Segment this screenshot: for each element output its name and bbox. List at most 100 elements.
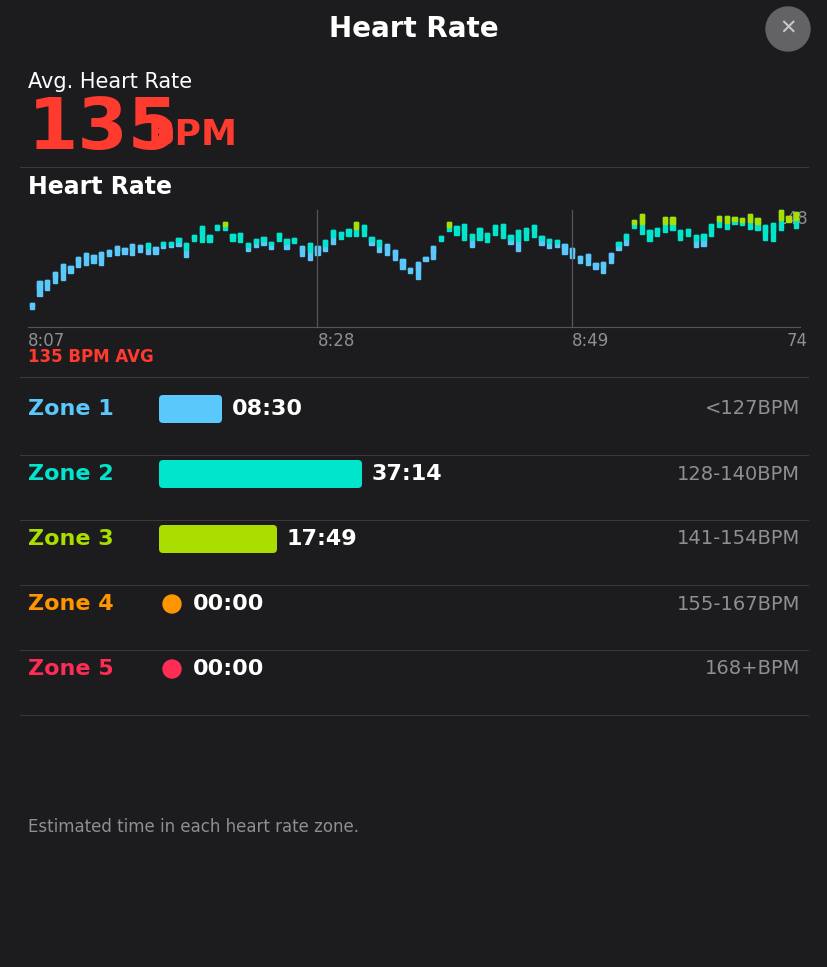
- Bar: [153, 248, 157, 250]
- Text: 168+BPM: 168+BPM: [704, 659, 799, 679]
- Bar: [122, 249, 127, 251]
- Bar: [222, 222, 227, 230]
- Bar: [308, 243, 312, 251]
- Bar: [477, 228, 481, 240]
- Bar: [554, 240, 558, 244]
- Bar: [577, 255, 581, 263]
- Bar: [446, 222, 451, 231]
- Bar: [716, 216, 720, 227]
- Bar: [76, 257, 80, 262]
- Bar: [515, 230, 519, 250]
- Bar: [385, 244, 389, 255]
- Bar: [708, 224, 713, 230]
- Bar: [685, 228, 690, 232]
- Bar: [431, 247, 435, 252]
- Text: ✕: ✕: [778, 19, 796, 39]
- Bar: [593, 263, 597, 269]
- Bar: [638, 214, 643, 234]
- Bar: [523, 228, 528, 234]
- Bar: [600, 262, 605, 273]
- Bar: [739, 219, 743, 221]
- Bar: [731, 218, 735, 224]
- Bar: [485, 233, 489, 242]
- Bar: [160, 242, 165, 248]
- Bar: [207, 235, 211, 242]
- Bar: [624, 234, 628, 245]
- Bar: [600, 262, 605, 268]
- Bar: [477, 228, 481, 234]
- Bar: [415, 262, 419, 278]
- Bar: [693, 235, 697, 241]
- Text: 128-140BPM: 128-140BPM: [676, 464, 799, 484]
- Bar: [37, 281, 41, 296]
- Bar: [593, 263, 597, 266]
- Bar: [199, 226, 203, 242]
- Bar: [269, 242, 273, 246]
- Bar: [92, 255, 96, 263]
- Bar: [114, 246, 119, 250]
- Bar: [137, 245, 142, 251]
- Text: Zone 5: Zone 5: [28, 659, 113, 679]
- Bar: [308, 243, 312, 260]
- Bar: [323, 240, 327, 251]
- Bar: [284, 239, 289, 249]
- Bar: [608, 253, 612, 263]
- Bar: [76, 257, 80, 267]
- Bar: [638, 214, 643, 224]
- Bar: [45, 280, 50, 285]
- Bar: [793, 212, 797, 228]
- FancyBboxPatch shape: [159, 395, 222, 423]
- Text: 155-167BPM: 155-167BPM: [676, 595, 799, 613]
- Bar: [538, 236, 543, 240]
- Bar: [385, 244, 389, 249]
- Bar: [253, 239, 257, 243]
- Bar: [547, 239, 551, 248]
- Text: Zone 3: Zone 3: [28, 529, 113, 549]
- Bar: [562, 244, 566, 249]
- Bar: [261, 237, 265, 241]
- Bar: [146, 243, 150, 254]
- Bar: [315, 247, 319, 255]
- Bar: [700, 234, 705, 240]
- Bar: [547, 239, 551, 243]
- Bar: [538, 236, 543, 245]
- Bar: [685, 228, 690, 236]
- Bar: [577, 255, 581, 259]
- Bar: [508, 235, 512, 245]
- Bar: [338, 232, 342, 239]
- Bar: [276, 233, 280, 237]
- Bar: [60, 264, 65, 272]
- Bar: [354, 221, 358, 229]
- Bar: [130, 244, 134, 255]
- Bar: [246, 243, 250, 251]
- Bar: [176, 239, 180, 242]
- Bar: [361, 224, 366, 236]
- Bar: [284, 239, 289, 244]
- Bar: [84, 253, 88, 259]
- Bar: [747, 215, 751, 221]
- Bar: [107, 249, 111, 252]
- Bar: [762, 225, 767, 240]
- Bar: [492, 224, 496, 235]
- Bar: [122, 249, 127, 254]
- Bar: [747, 215, 751, 229]
- Text: 141-154BPM: 141-154BPM: [676, 530, 799, 548]
- Bar: [331, 229, 335, 237]
- Text: Zone 1: Zone 1: [28, 399, 113, 419]
- Text: 135: 135: [28, 95, 179, 163]
- Bar: [369, 237, 373, 246]
- Bar: [515, 230, 519, 241]
- Bar: [777, 210, 782, 230]
- Text: 37:14: 37:14: [371, 464, 442, 484]
- Circle shape: [163, 660, 181, 678]
- Bar: [786, 216, 790, 222]
- Bar: [215, 224, 219, 227]
- Text: Heart Rate: Heart Rate: [329, 15, 498, 43]
- Bar: [454, 226, 458, 230]
- FancyBboxPatch shape: [159, 525, 277, 553]
- Text: 00:00: 00:00: [193, 659, 264, 679]
- Bar: [299, 246, 304, 250]
- Text: 8:28: 8:28: [317, 332, 355, 350]
- Bar: [292, 239, 296, 243]
- Bar: [92, 255, 96, 259]
